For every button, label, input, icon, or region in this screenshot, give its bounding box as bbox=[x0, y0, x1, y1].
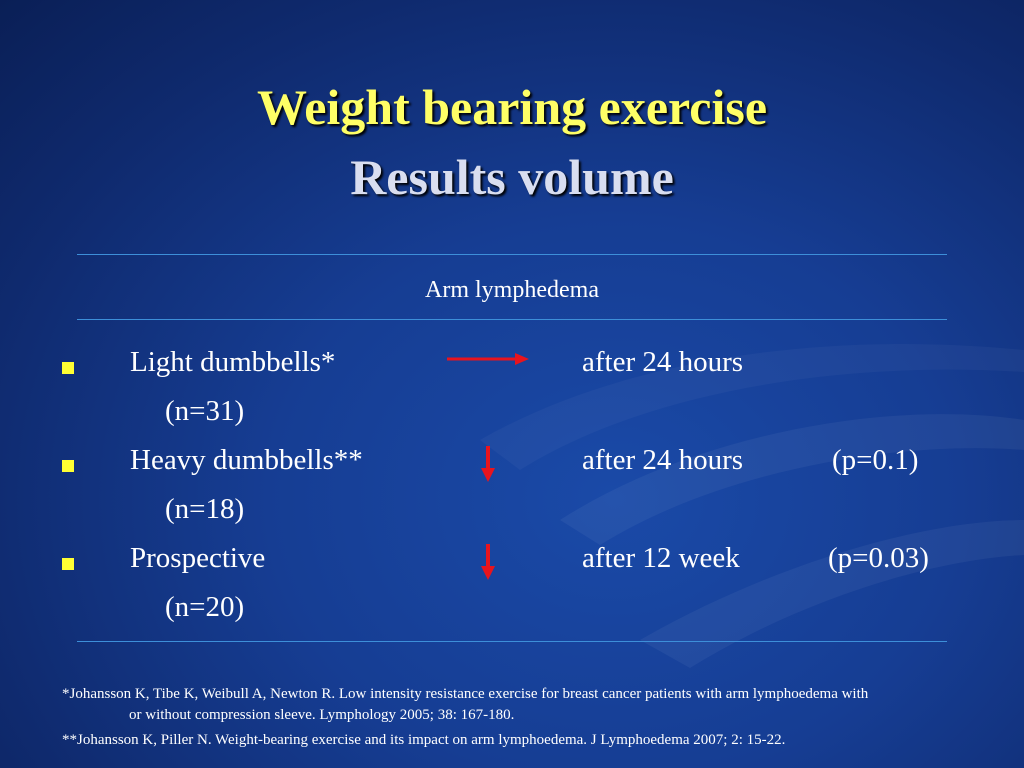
bullet-icon bbox=[62, 460, 74, 472]
reference-1-line1: *Johansson K, Tibe K, Weibull A, Newton … bbox=[62, 686, 869, 702]
row-label: Heavy dumbbells** bbox=[130, 444, 363, 476]
row-sample-size: (n=20) bbox=[165, 591, 245, 623]
middle-divider bbox=[77, 319, 947, 320]
row-time: after 24 hours bbox=[582, 444, 744, 476]
row-label: Prospective bbox=[130, 542, 266, 574]
slide-title: Weight bearing exercise bbox=[256, 79, 768, 135]
row-time: after 24 hours bbox=[582, 346, 744, 378]
row-p-value: (p=0.1) bbox=[832, 444, 919, 476]
row-sample-size: (n=18) bbox=[165, 493, 245, 525]
row-time: after 12 week bbox=[582, 542, 740, 574]
slide-subtitle: Results volume bbox=[350, 149, 674, 205]
bottom-divider bbox=[77, 641, 947, 642]
row-label: Light dumbbells* bbox=[130, 346, 336, 378]
bullet-icon bbox=[62, 558, 74, 570]
bullet-icon bbox=[62, 362, 74, 374]
down-arrow-icon bbox=[481, 446, 495, 482]
row-p-value: (p=0.03) bbox=[828, 542, 929, 574]
reference-1: *Johansson K, Tibe K, Weibull A, Newton … bbox=[62, 684, 997, 726]
right-arrow-icon bbox=[447, 353, 529, 365]
row-sample-size: (n=31) bbox=[165, 395, 245, 427]
reference-1-line2: or without compression sleeve. Lympholog… bbox=[129, 707, 515, 723]
down-arrow-icon bbox=[481, 544, 495, 580]
section-heading: Arm lymphedema bbox=[425, 277, 599, 303]
top-divider bbox=[77, 254, 947, 255]
reference-2: **Johansson K, Piller N. Weight-bearing … bbox=[62, 732, 786, 748]
